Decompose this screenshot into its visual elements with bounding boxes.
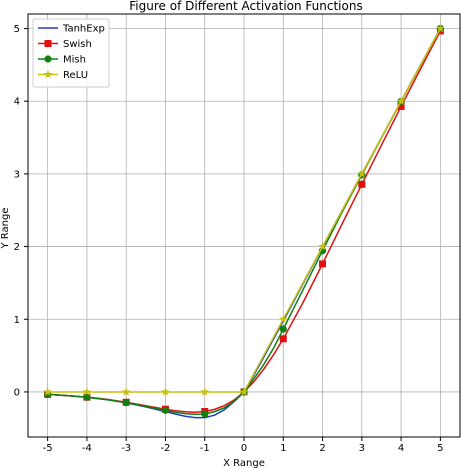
data-point-swish-9: [397, 102, 405, 110]
x-tick-label-9: 4: [398, 443, 404, 454]
y-axis-label: Y Range: [0, 208, 11, 250]
x-tick-label-0: -5: [43, 443, 53, 454]
legend-label: TanhExp: [62, 24, 105, 35]
data-point-relu-1: [82, 387, 92, 396]
x-tick-label-7: 2: [319, 443, 325, 454]
x-axis-label: X Range: [223, 458, 265, 468]
y-tick-label-1: 1: [14, 315, 20, 326]
series-relu: [43, 23, 445, 396]
series-layer: [43, 23, 445, 419]
data-point-mish-3: [161, 406, 170, 414]
x-tick-label-4: -1: [200, 443, 210, 454]
legend-box: [32, 18, 110, 88]
data-point-relu-8: [357, 169, 367, 178]
data-point-swish-8: [358, 180, 366, 188]
x-tick-label-2: -3: [121, 443, 131, 454]
data-point-swish-6: [279, 335, 287, 343]
data-point-relu-3: [161, 387, 170, 396]
legend-entry-swish: Swish: [38, 39, 92, 50]
x-tick-label-5: 0: [241, 443, 247, 454]
y-tick-label-5: 5: [14, 24, 20, 35]
data-point-mish-6: [279, 325, 287, 333]
ticks: -5 -4 -3 -2 -1 0 1 2 3 4 5 0 1 2 3 4 5: [14, 24, 444, 454]
data-point-relu-10: [435, 23, 445, 33]
y-tick-label-0: 0: [14, 387, 20, 398]
data-point-mish-4: [201, 410, 209, 418]
legend: TanhExp Swish Mish ReLU: [32, 18, 110, 88]
data-point-swish-7: [319, 260, 327, 268]
x-tick-label-3: -2: [160, 443, 170, 454]
data-point-relu-2: [121, 387, 131, 396]
legend-entry-tanhexp: TanhExp: [38, 24, 105, 35]
data-point-mish-2: [122, 398, 130, 407]
legend-entry-mish: Mish: [38, 55, 86, 66]
y-tick-label-4: 4: [14, 97, 20, 108]
data-point-relu-5: [239, 387, 249, 396]
legend-entry-relu: ReLU: [38, 69, 88, 81]
y-tick-label-2: 2: [14, 242, 20, 253]
data-point-relu-7: [318, 241, 327, 251]
x-tick-label-6: 1: [280, 443, 286, 454]
legend-swatch-marker: [44, 40, 52, 47]
data-point-relu-0: [43, 387, 53, 396]
x-tick-label-10: 5: [437, 443, 443, 454]
y-tick-label-3: 3: [14, 169, 20, 180]
data-point-mish-1: [83, 393, 91, 401]
legend-label: Swish: [63, 39, 92, 50]
x-tick-label-1: -4: [82, 443, 92, 454]
data-point-relu-4: [200, 387, 210, 396]
x-tick-label-8: 3: [359, 443, 365, 454]
data-point-relu-6: [278, 314, 288, 323]
data-point-relu-9: [396, 96, 406, 105]
legend-swatch-marker: [44, 55, 52, 63]
legend-label: Mish: [63, 55, 86, 66]
chart-title: Figure of Different Activation Functions: [129, 0, 362, 13]
legend-swatch-marker: [43, 69, 53, 79]
legend-label: ReLU: [63, 70, 88, 81]
